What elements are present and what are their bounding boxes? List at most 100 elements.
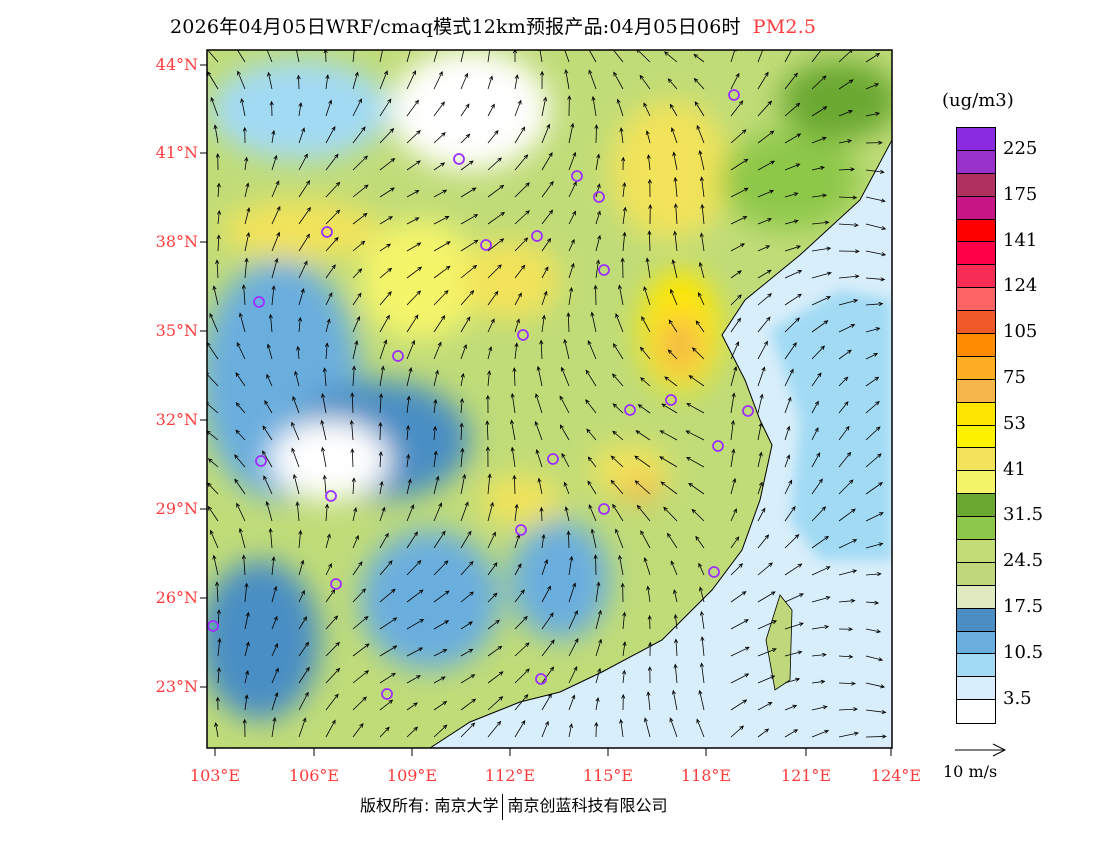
color-swatch bbox=[957, 242, 995, 266]
wind-arrow-icon bbox=[349, 419, 354, 441]
wind-arrow-icon bbox=[672, 589, 678, 603]
wind-arrow-icon bbox=[487, 290, 499, 306]
lon-label: 118°E bbox=[680, 766, 732, 785]
wind-arrow-icon bbox=[269, 100, 274, 117]
wind-arrow-icon bbox=[406, 453, 411, 468]
wind-arrow-icon bbox=[865, 400, 880, 414]
wind-arrow-icon bbox=[612, 343, 624, 360]
wind-arrow-icon bbox=[510, 446, 516, 468]
wind-arrow-icon bbox=[212, 285, 219, 306]
wind-arrow-icon bbox=[568, 666, 578, 684]
wind-arrow-icon bbox=[730, 270, 742, 279]
wind-arrow-icon bbox=[433, 314, 446, 333]
wind-arrow-icon bbox=[564, 506, 570, 522]
wind-arrow-icon bbox=[235, 372, 246, 387]
wind-arrow-icon bbox=[811, 372, 822, 387]
wind-arrow-icon bbox=[648, 204, 653, 225]
wind-arrow-icon bbox=[730, 243, 746, 252]
city-circle-icon bbox=[624, 404, 636, 416]
wind-arrow-icon bbox=[811, 220, 830, 225]
wind-arrow-icon bbox=[696, 718, 705, 738]
color-swatch bbox=[957, 700, 995, 724]
wind-arrow-icon bbox=[647, 666, 652, 684]
wind-arrow-icon bbox=[510, 392, 516, 414]
wind-arrow-icon bbox=[433, 560, 449, 576]
wind-arrow-icon bbox=[352, 126, 366, 144]
lon-label: 115°E bbox=[582, 766, 634, 785]
wind-arrow-icon bbox=[587, 340, 597, 360]
wind-arrow-icon bbox=[433, 50, 438, 63]
wind-arrow-icon bbox=[838, 167, 856, 172]
color-swatch bbox=[957, 150, 995, 174]
wind-arrow-icon bbox=[512, 367, 517, 387]
wind-arrow-icon bbox=[730, 216, 748, 225]
wind-arrow-icon bbox=[320, 419, 327, 441]
color-bar-label: 17.5 bbox=[1003, 595, 1044, 617]
wind-arrow-icon bbox=[325, 126, 336, 144]
wind-arrow-icon bbox=[321, 393, 327, 414]
wind-arrow-icon bbox=[406, 50, 411, 63]
wind-arrow-icon bbox=[271, 154, 278, 171]
wind-arrow-icon bbox=[352, 507, 358, 522]
color-bar-label: 41 bbox=[1003, 458, 1026, 480]
wind-arrow-icon bbox=[535, 449, 543, 468]
wind-arrow-icon bbox=[406, 726, 419, 738]
wind-arrow-icon bbox=[757, 189, 775, 198]
city-circle-icon bbox=[207, 620, 219, 632]
wind-arrow-icon bbox=[757, 702, 773, 711]
wind-arrow-icon bbox=[433, 241, 451, 252]
wind-vectors bbox=[207, 50, 887, 739]
lat-label: 26°N bbox=[155, 588, 198, 607]
wind-arrow-icon bbox=[568, 122, 575, 144]
color-bar-label: 175 bbox=[1003, 183, 1038, 205]
wind-arrow-icon bbox=[406, 130, 421, 144]
wind-arrow-icon bbox=[811, 345, 826, 360]
wind-arrow-icon bbox=[537, 477, 543, 495]
wind-arrow-icon bbox=[244, 582, 249, 603]
wind-arrow-icon bbox=[352, 71, 359, 90]
wind-arrow-icon bbox=[643, 102, 651, 117]
wind-arrow-icon bbox=[294, 370, 300, 387]
city-circle-icon bbox=[598, 503, 610, 515]
color-swatch bbox=[957, 334, 995, 357]
wind-arrow-icon bbox=[460, 316, 471, 333]
wind-arrow-icon bbox=[564, 50, 570, 63]
color-swatch bbox=[957, 173, 995, 197]
color-bar-label: 75 bbox=[1003, 366, 1026, 388]
wind-arrow-icon bbox=[667, 78, 678, 90]
wind-arrow-icon bbox=[379, 243, 392, 252]
wind-arrow-icon bbox=[636, 504, 651, 522]
wind-arrow-icon bbox=[298, 529, 303, 549]
wind-arrow-icon bbox=[406, 160, 421, 171]
wind-arrow-icon bbox=[487, 696, 504, 711]
wind-arrow-icon bbox=[784, 163, 801, 171]
wind-arrow-icon bbox=[324, 342, 329, 360]
wind-arrow-icon bbox=[568, 210, 576, 225]
wind-arrow-icon bbox=[379, 672, 396, 684]
color-swatch bbox=[957, 128, 995, 151]
wind-arrow-icon bbox=[590, 528, 597, 549]
wind-arrow-icon bbox=[838, 681, 856, 686]
wind-arrow-icon bbox=[594, 721, 599, 738]
wind-arrow-icon bbox=[271, 716, 277, 738]
wind-arrow-icon bbox=[811, 624, 830, 630]
wind-arrow-icon bbox=[730, 646, 750, 657]
wind-arrow-icon bbox=[379, 480, 384, 495]
wind-arrow-icon bbox=[865, 453, 882, 468]
wind-arrow-icon bbox=[325, 719, 336, 738]
wind-arrow-icon bbox=[730, 591, 747, 603]
wind-arrow-icon bbox=[213, 124, 219, 144]
wind-arrow-icon bbox=[757, 481, 763, 495]
wind-arrow-icon bbox=[838, 707, 859, 712]
wind-arrow-icon bbox=[612, 430, 624, 441]
color-bar-label: 124 bbox=[1003, 275, 1038, 297]
wind-arrow-icon bbox=[238, 312, 246, 333]
wind-arrow-icon bbox=[271, 556, 276, 576]
wind-arrow-icon bbox=[487, 370, 492, 387]
wind-arrow-icon bbox=[234, 478, 246, 495]
wind-arrow-icon bbox=[298, 180, 311, 198]
city-circle-icon bbox=[535, 673, 547, 685]
color-swatch bbox=[957, 219, 995, 243]
wind-arrow-icon bbox=[568, 694, 576, 711]
wind-arrow-icon bbox=[325, 533, 331, 549]
